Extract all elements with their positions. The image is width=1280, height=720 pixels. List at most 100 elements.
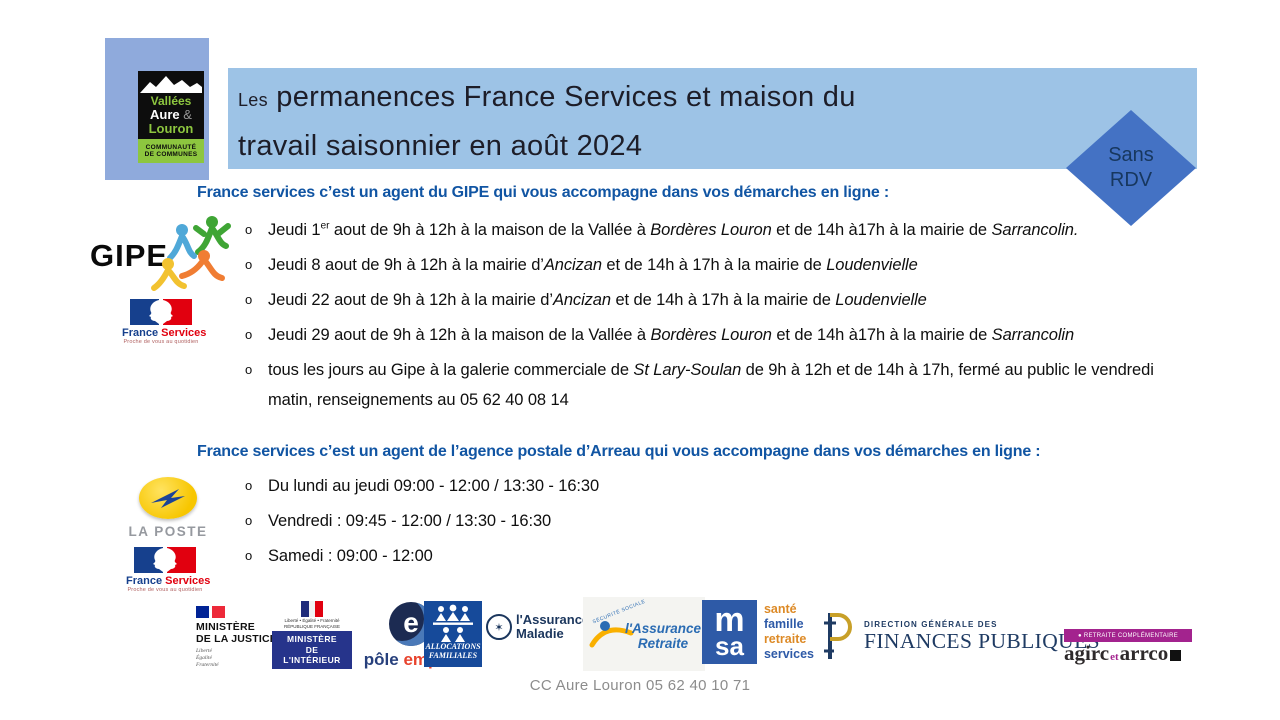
bullet-marker: o bbox=[245, 222, 253, 237]
gipe-section-heading: France services c’est un agent du GIPE q… bbox=[197, 184, 889, 201]
la-poste-logo: LA POSTE bbox=[114, 477, 222, 539]
fs-word-services: Services bbox=[161, 327, 207, 339]
justice-line1: MINISTÈRE bbox=[196, 621, 255, 633]
arrco-word: arrco bbox=[1119, 641, 1169, 665]
france-services-tagline: Proche de vous au quotidien bbox=[123, 339, 199, 345]
msa-letter-m: m bbox=[714, 601, 745, 639]
msa-logo: m sa santé famille retraite services bbox=[702, 600, 814, 664]
maladie-line1: l'Assurance bbox=[516, 612, 590, 627]
bullet-marker: o bbox=[245, 478, 253, 493]
gipe-figures-icon bbox=[151, 216, 231, 291]
caf-family-icon bbox=[433, 604, 473, 642]
agirc-arrco-logo: ● RETRAITE COMPLÉMENTAIRE agirc et arrco bbox=[1064, 629, 1192, 668]
bullet-item: o tous les jours au Gipe à la galerie com… bbox=[245, 355, 1190, 415]
dgfip-glyph-icon bbox=[824, 613, 852, 659]
interieur-motto: Liberté • Égalité • Fraternité bbox=[284, 618, 340, 623]
title-banner: Les permanences France Services et maiso… bbox=[228, 68, 1197, 169]
ministere-justice-logo: MINISTÈRE DE LA JUSTICE Liberté Égalité … bbox=[196, 606, 282, 669]
bullet-item: o Jeudi 22 aout de 9h à 12h à la mairie d… bbox=[245, 285, 1190, 315]
motto-liberte: Liberté bbox=[196, 648, 212, 654]
gipe-bullet-list: o Jeudi 1er aout de 9h à 12h à la maison … bbox=[245, 215, 1190, 420]
dgfip-text: DIRECTION GÉNÉRALE DES FINANCES PUBLIQUE… bbox=[864, 620, 1100, 653]
title-les: Les bbox=[238, 90, 268, 110]
interieur-republique: RÉPUBLIQUE FRANÇAISE bbox=[283, 623, 340, 629]
justice-motto: Liberté Égalité Fraternité bbox=[196, 648, 282, 669]
marianne-profile-icon bbox=[167, 548, 177, 572]
org-band: COMMUNAUTÉ DE COMMUNES bbox=[138, 139, 204, 163]
bullet-marker: o bbox=[245, 548, 253, 563]
france-services-logo: France Services Proche de vous au quotid… bbox=[126, 547, 210, 594]
bullet-item: o Vendredi : 09:45 - 12:00 / 13:30 - 16:3… bbox=[245, 506, 945, 536]
badge-line1: Sans bbox=[1108, 144, 1154, 166]
bullet-item: o Jeudi 8 aout de 9h à 12h à la mairie d’… bbox=[245, 250, 1190, 280]
msa-word-services: services bbox=[763, 647, 814, 661]
mountains-icon bbox=[140, 76, 202, 93]
la-poste-wordmark: LA POSTE bbox=[128, 524, 208, 539]
bullet-text: Jeudi 1er aout de 9h à 12h à la maison d… bbox=[268, 220, 1079, 239]
french-flag-icon bbox=[196, 606, 226, 618]
motto-egalite: Égalité bbox=[196, 655, 212, 661]
pole-word: pôle bbox=[363, 650, 404, 669]
sans-rdv-label: Sans RDV bbox=[1066, 110, 1196, 226]
france-services-tagline: Proche de vous au quotidien bbox=[127, 587, 203, 593]
ministere-interieur-logo: Liberté • Égalité • Fraternité RÉPUBLIQU… bbox=[272, 599, 352, 669]
justice-line2: DE LA JUSTICE bbox=[196, 633, 277, 645]
poste-section-heading: France services c’est un agent de l’agen… bbox=[197, 443, 1041, 460]
fs-word-france: France bbox=[122, 327, 159, 339]
assurance-retraite-wordmark: l'Assurance Retraite bbox=[625, 621, 701, 651]
bullet-text: Vendredi : 09:45 - 12:00 / 13:30 - 16:30 bbox=[268, 512, 552, 530]
org-logo-background: Vallées Aure & Louron COMMUNAUTÉ DE COMM… bbox=[105, 38, 209, 180]
interieur-line1: MINISTÈRE bbox=[287, 634, 337, 645]
agirc-banner: ● RETRAITE COMPLÉMENTAIRE bbox=[1064, 629, 1192, 642]
france-services-flag-icon bbox=[130, 299, 192, 325]
bullet-item: o Jeudi 1er aout de 9h à 12h à la maison … bbox=[245, 215, 1190, 245]
msa-word-famille: famille bbox=[763, 617, 804, 631]
poste-bullet-list: o Du lundi au jeudi 09:00 - 12:00 / 13:30… bbox=[245, 471, 945, 576]
footer-contact: CC Aure Louron 05 62 40 10 71 bbox=[529, 677, 751, 694]
france-services-wordmark: France Services bbox=[126, 575, 210, 587]
assurance-maladie-badge-icon: ✶ bbox=[486, 614, 512, 640]
interieur-name-box: MINISTÈRE DE L'INTÉRIEUR bbox=[272, 631, 352, 669]
interieur-line3: L'INTÉRIEUR bbox=[283, 655, 341, 666]
org-line-louron: Louron bbox=[148, 121, 194, 136]
france-services-flag-icon bbox=[134, 547, 196, 573]
badge-line2: RDV bbox=[1109, 169, 1153, 191]
retraite-line2: Retraite bbox=[637, 636, 689, 651]
french-flag-icon bbox=[301, 601, 323, 617]
bullet-marker: o bbox=[245, 513, 253, 528]
fs-flag-blue bbox=[134, 547, 163, 573]
page-title: Les permanences France Services et maiso… bbox=[238, 74, 856, 169]
france-services-wordmark: France Services bbox=[122, 327, 206, 339]
marianne-profile-icon bbox=[149, 300, 159, 324]
la-poste-bird-icon bbox=[151, 489, 185, 508]
allocations-familiales-logo: ALLOCATIONS FAMILIALES bbox=[424, 601, 482, 667]
fs-word-services: Services bbox=[165, 575, 211, 587]
bullet-text: Jeudi 22 aout de 9h à 12h à la mairie d’… bbox=[268, 291, 927, 309]
assurance-maladie-logo: ✶ l'Assurance Maladie bbox=[486, 612, 590, 641]
msa-word-retraite: retraite bbox=[763, 632, 807, 646]
bullet-item: o Samedi : 09:00 - 12:00 bbox=[245, 541, 945, 571]
agirc-word: agirc bbox=[1064, 641, 1110, 665]
fs-word-france: France bbox=[126, 575, 163, 587]
bullet-marker: o bbox=[245, 292, 253, 307]
bullet-marker: o bbox=[245, 327, 253, 342]
bullet-item: o Du lundi au jeudi 09:00 - 12:00 / 13:30… bbox=[245, 471, 945, 501]
gipe-wordmark: GIPE bbox=[90, 238, 169, 273]
bullet-text: tous les jours au Gipe à la galerie comm… bbox=[268, 361, 1154, 409]
aure-louron-logo: Vallées Aure & Louron COMMUNAUTÉ DE COMM… bbox=[138, 71, 204, 163]
france-services-logo: France Services Proche de vous au quotid… bbox=[122, 299, 206, 346]
agirc-mark-icon bbox=[1170, 649, 1182, 661]
motto-fraternite: Fraternité bbox=[196, 662, 219, 668]
org-line-aure: Aure & bbox=[150, 107, 192, 122]
bullet-marker: o bbox=[245, 362, 253, 377]
org-line-vallees: Vallées bbox=[150, 94, 192, 108]
msa-word-sante: santé bbox=[763, 602, 797, 616]
la-poste-ellipse-icon bbox=[139, 477, 197, 519]
finances-publiques-logo: DIRECTION GÉNÉRALE DES FINANCES PUBLIQUE… bbox=[820, 604, 1100, 668]
bullet-marker: o bbox=[245, 257, 253, 272]
gipe-logo: GIPE bbox=[88, 212, 236, 296]
fs-flag-blue bbox=[130, 299, 159, 325]
msa-words: santé famille retraite services bbox=[764, 600, 814, 664]
org-band-line2: DE COMMUNES bbox=[144, 151, 198, 158]
